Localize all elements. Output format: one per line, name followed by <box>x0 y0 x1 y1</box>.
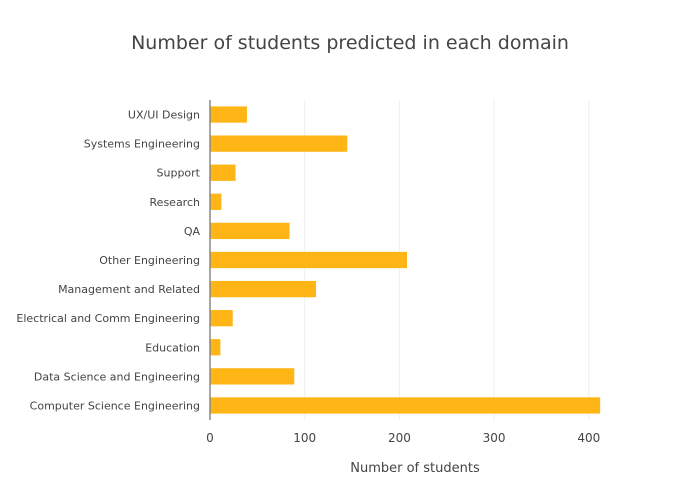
category-label: Management and Related <box>58 283 200 296</box>
x-tick-labels: 0 100 200 300 400 <box>206 431 600 445</box>
bar <box>210 106 247 123</box>
category-label: Support <box>157 167 201 180</box>
bar <box>210 193 222 210</box>
bar <box>210 222 290 240</box>
category-label: Electrical and Comm Engineering <box>16 312 200 325</box>
bar <box>210 397 601 414</box>
category-label: UX/UI Design <box>128 109 200 122</box>
bar <box>210 135 348 152</box>
bar <box>210 164 236 181</box>
x-axis-label: Number of students <box>350 461 480 476</box>
category-label: Research <box>150 196 200 209</box>
x-tick-label: 200 <box>388 431 411 445</box>
category-label: QA <box>184 225 201 238</box>
bar <box>210 368 295 385</box>
bars <box>210 106 601 414</box>
category-label: Education <box>145 341 200 354</box>
x-tick-label: 100 <box>293 431 316 445</box>
chart-title: Number of students predicted in each dom… <box>131 32 569 54</box>
category-label: Other Engineering <box>99 254 200 267</box>
bar <box>210 280 317 298</box>
category-labels: Computer Science Engineering Data Science… <box>16 109 200 413</box>
category-label: Data Science and Engineering <box>34 370 200 383</box>
x-tick-label: 400 <box>577 431 600 445</box>
bar <box>210 310 233 327</box>
x-tick-label: 300 <box>483 431 506 445</box>
bar <box>210 339 221 356</box>
bar <box>210 251 407 269</box>
category-label: Systems Engineering <box>84 138 200 151</box>
x-tick-label: 0 <box>206 431 214 445</box>
category-label: Computer Science Engineering <box>30 399 200 412</box>
